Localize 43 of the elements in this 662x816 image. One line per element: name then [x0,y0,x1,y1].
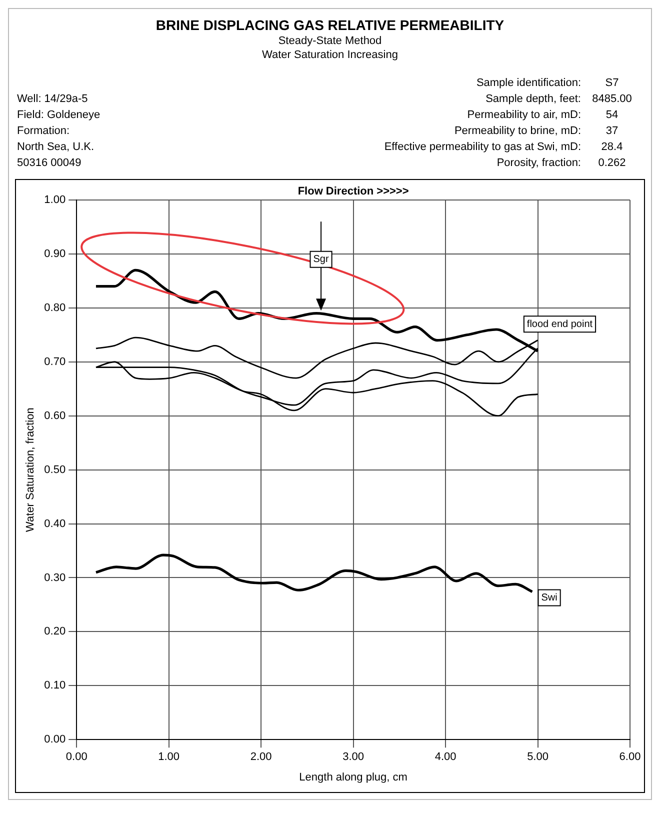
x-tick-label: 5.00 [527,751,548,764]
y-tick-label: 0.70 [44,356,66,368]
text: 54 [604,108,620,123]
text: Porosity, fraction: [496,156,581,171]
text: Well: 14/29a-5 [17,92,89,107]
x-tick-label: 3.00 [342,751,364,764]
x-axis-title: Length along plug, cm [299,771,408,784]
text: 0.262 [597,156,627,171]
text: Sample depth, feet: [486,92,581,107]
text: 50316 00049 [17,156,82,171]
text: Field: Goldeneye [17,108,100,123]
annotation: Swi [541,592,558,604]
chart-subtitle: Steady-State Method Water Saturation Increasing [261,35,399,61]
x-tick-label: 4.00 [434,751,456,764]
text: S7 [604,76,620,91]
y-tick-label: 0.00 [44,734,66,746]
x-tick-label: 0.00 [66,751,88,764]
y-tick-label: 0.80 [44,302,66,314]
y-tick-label: 0.30 [44,572,66,584]
y-tick-label: 0.50 [44,464,66,476]
text: Flow Direction >>>>> [298,186,409,198]
text: Permeability to air, mD: [467,108,581,123]
text: Formation: [17,124,71,139]
text: 37 [604,124,620,139]
text: 28.4 [600,140,624,155]
text: 8485.00 [591,92,633,107]
y-tick-label: 0.20 [44,626,66,638]
y-axis-title: Water Saturation, fraction [24,408,37,532]
annotation: Sgr [313,254,330,266]
text: Effective permeability to gas at Swi, mD: [384,140,581,155]
text: Permeability to brine, mD: [454,124,581,139]
y-tick-label: 0.90 [44,248,66,260]
annotation: flood end point [526,318,593,330]
x-tick-label: 1.00 [158,751,180,764]
y-tick-label: 0.60 [44,410,66,422]
text: North Sea, U.K. [17,140,96,155]
chart-title: BRINE DISPLACING GAS RELATIVE PERMEABILITY [154,17,506,33]
y-tick-label: 0.10 [44,680,66,692]
y-tick-label: 1.00 [44,194,66,206]
x-tick-label: 6.00 [619,751,641,764]
x-tick-label: 2.00 [250,751,272,764]
y-tick-label: 0.40 [44,518,66,530]
text: Sample identification: [476,76,581,91]
